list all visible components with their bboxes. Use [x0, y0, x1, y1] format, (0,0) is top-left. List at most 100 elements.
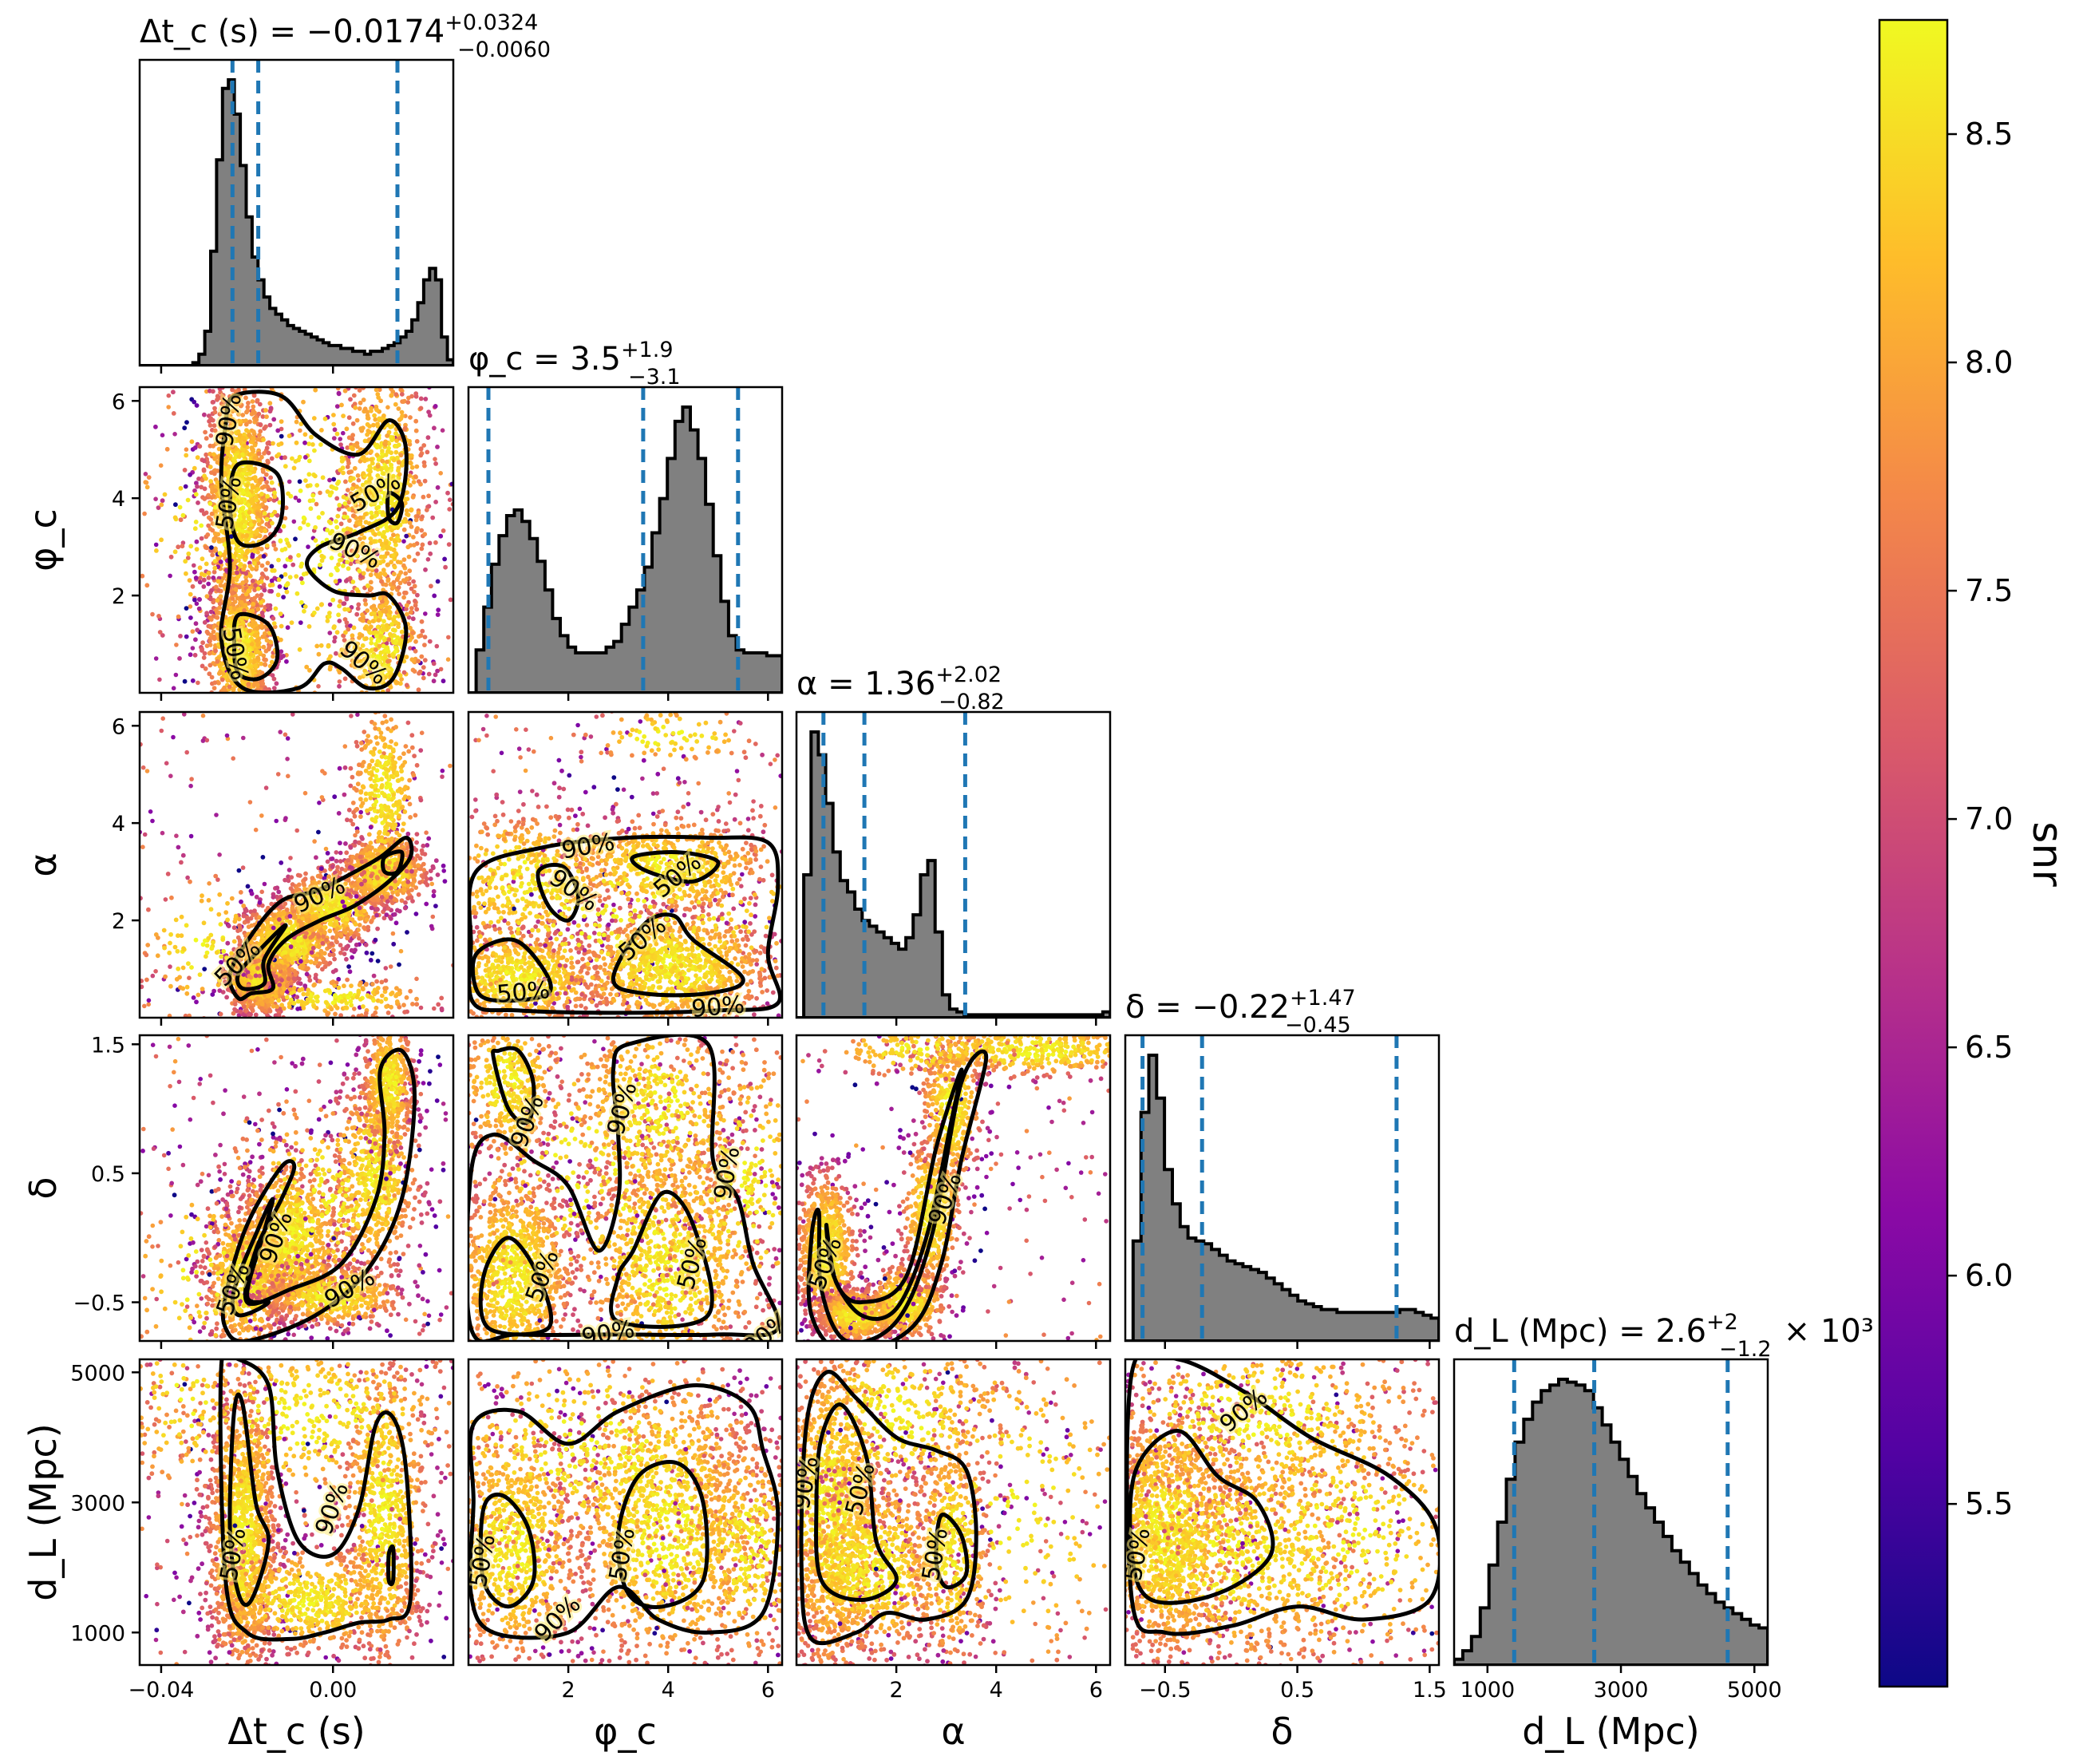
sample-point [433, 500, 438, 504]
sample-point [392, 458, 397, 463]
sample-point [405, 490, 409, 495]
sample-point [397, 718, 402, 722]
sample-point [313, 474, 318, 479]
sample-point [403, 496, 408, 501]
sample-point [249, 533, 254, 538]
sample-point [260, 564, 265, 568]
sample-point [369, 449, 374, 454]
sample-point [283, 464, 288, 469]
sample-point [215, 469, 220, 473]
sample-point [270, 1019, 275, 1024]
sample-point [172, 432, 177, 437]
sample-point [320, 511, 325, 516]
sample-point [279, 624, 284, 629]
sample-point [353, 368, 358, 373]
sample-point [335, 481, 340, 486]
sample-point [219, 698, 223, 703]
sample-point [303, 791, 308, 796]
sample-point [286, 736, 290, 741]
sample-point [290, 457, 294, 461]
sample-point [201, 714, 206, 718]
sample-point [213, 726, 218, 731]
sample-point [343, 744, 348, 749]
sample-point [283, 564, 287, 568]
sample-point [318, 442, 323, 447]
sample-point [229, 374, 234, 379]
sample-point [355, 373, 360, 378]
sample-point [407, 568, 412, 573]
sample-point [239, 724, 243, 729]
sample-point [233, 741, 238, 746]
sample-point [384, 583, 389, 587]
sample-point [448, 497, 453, 502]
sample-point [384, 966, 389, 971]
sample-point [312, 449, 317, 453]
sample-point [225, 941, 230, 946]
sample-point [271, 673, 275, 678]
sample-point [397, 694, 401, 698]
sample-point [232, 606, 237, 611]
sample-point [429, 367, 434, 372]
sample-point [397, 472, 402, 477]
sample-point [251, 449, 255, 454]
sample-point [247, 682, 251, 686]
sample-point [314, 502, 319, 507]
sample-point [263, 662, 267, 667]
sample-point [319, 428, 324, 433]
sample-point [231, 720, 236, 725]
sample-point [341, 413, 346, 418]
sample-point [265, 494, 270, 499]
sample-point [344, 579, 349, 583]
sample-point [246, 884, 251, 889]
sample-point [377, 695, 382, 700]
sample-point [409, 606, 414, 611]
sample-point [346, 465, 350, 469]
sample-point [290, 620, 294, 625]
sample-point [303, 432, 308, 437]
sample-point [205, 738, 210, 743]
sample-point [264, 505, 269, 510]
sample-point [297, 977, 302, 982]
sample-point [400, 392, 405, 397]
sample-point [263, 588, 267, 593]
sample-point [184, 635, 189, 639]
sample-point [413, 639, 418, 644]
sample-point [307, 459, 312, 464]
sample-point [388, 425, 393, 429]
sample-point [419, 547, 424, 552]
sample-point [184, 420, 189, 425]
sample-point [413, 599, 417, 603]
sample-point [264, 480, 269, 485]
sample-point [306, 544, 310, 549]
sample-point [399, 949, 404, 954]
sample-point [186, 552, 191, 556]
sample-point [302, 609, 306, 614]
sample-point [331, 477, 336, 482]
sample-point [191, 584, 196, 589]
sample-point [236, 698, 241, 702]
sample-point [378, 417, 383, 421]
sample-point [141, 765, 146, 770]
sample-point [431, 915, 436, 920]
sample-point [300, 580, 305, 585]
sample-point [337, 503, 342, 508]
sample-point [284, 727, 289, 732]
sample-point [421, 443, 426, 448]
sample-point [303, 604, 308, 609]
sample-point [271, 616, 275, 621]
sample-point [270, 694, 275, 698]
sample-point [382, 572, 387, 576]
sample-point [173, 549, 178, 554]
sample-point [386, 544, 391, 549]
sample-point [255, 607, 260, 611]
sample-point [338, 442, 343, 447]
sample-point [196, 500, 200, 505]
sample-point [314, 382, 319, 386]
sample-point [365, 608, 370, 613]
sample-point [292, 520, 297, 524]
sample-point [371, 619, 376, 623]
sample-point [408, 461, 413, 465]
sample-point [217, 988, 222, 993]
sample-point [211, 539, 216, 544]
sample-point [425, 450, 430, 455]
